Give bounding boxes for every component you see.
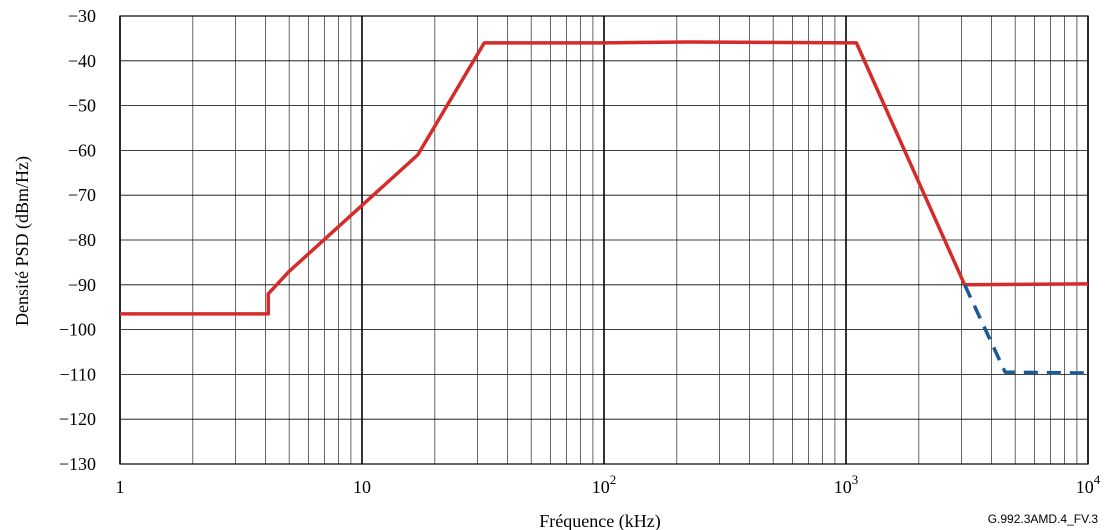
y-tick-label: −50 [68,96,96,116]
y-tick-label: −100 [59,320,96,340]
x-tick-labels: 1 10 102 103 104 [116,472,1101,497]
y-tick-label: −40 [68,51,96,71]
x-tick-label: 10 [353,477,371,497]
x-tick-label: 102 [592,472,617,497]
y-tick-label: −90 [68,275,96,295]
plot-frame [119,15,1089,465]
y-tick-label: −80 [68,230,96,250]
y-tick-label: −110 [60,364,96,384]
series-line-1 [120,40,1089,316]
x-tick-label: 103 [834,472,859,497]
y-tick-labels: −30 −40 −50 −60 −70 −80 −90 −100 −110 −120 −130 [59,6,96,474]
x-tick-label: 1 [116,477,125,497]
y-tick-label: −30 [68,6,96,26]
figure-reference: G.992.3AMD.4_FV.3 [988,512,1099,526]
series-line-2 [963,284,1089,375]
y-tick-label: −70 [68,185,96,205]
x-axis-label: Fréquence (kHz) [539,511,660,530]
x-tick-label: 104 [1076,472,1101,497]
y-axis-label: Densité PSD (dBm/Hz) [12,156,33,326]
y-tick-label: −60 [68,140,96,160]
y-tick-label: −120 [59,409,96,429]
y-tick-label: −130 [59,454,96,474]
series-layer [120,40,1089,375]
plot-border [119,15,1089,465]
